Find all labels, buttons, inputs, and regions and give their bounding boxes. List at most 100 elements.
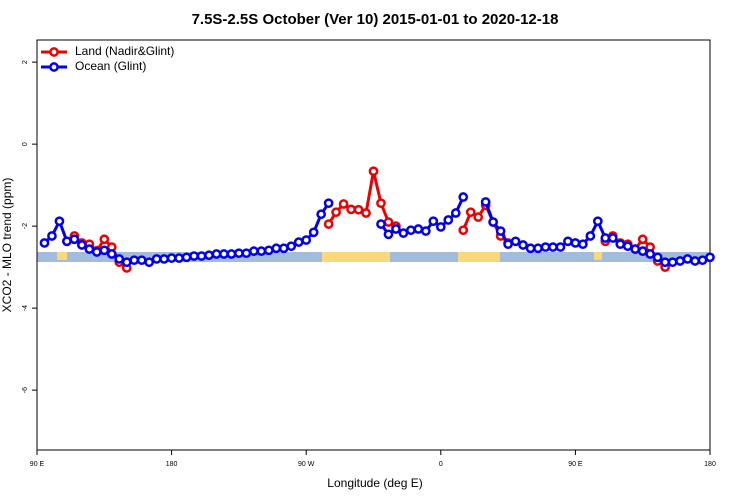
data-point bbox=[47, 231, 57, 241]
land-strip bbox=[458, 252, 500, 262]
data-point bbox=[376, 198, 386, 209]
legend-marker bbox=[49, 62, 59, 72]
legend-marker bbox=[49, 47, 59, 57]
data-point bbox=[548, 242, 558, 252]
data-point bbox=[249, 246, 259, 256]
data-point bbox=[204, 250, 214, 261]
data-point bbox=[353, 204, 364, 215]
data-point bbox=[615, 239, 626, 250]
data-point bbox=[697, 255, 708, 266]
data-point bbox=[39, 238, 50, 248]
data-point bbox=[503, 239, 513, 250]
data-point bbox=[705, 252, 715, 263]
series-line bbox=[327, 170, 397, 228]
data-point bbox=[69, 234, 80, 245]
data-point bbox=[622, 241, 633, 252]
x-tick-label: 90 W bbox=[298, 461, 315, 468]
data-point bbox=[518, 240, 528, 250]
data-point bbox=[690, 256, 700, 266]
data-point bbox=[563, 236, 573, 247]
plot-frame bbox=[36, 39, 711, 451]
data-point bbox=[331, 207, 341, 218]
data-point bbox=[323, 219, 334, 229]
data-point bbox=[667, 257, 678, 268]
data-point bbox=[368, 166, 379, 177]
data-point bbox=[637, 246, 648, 256]
data-point bbox=[376, 219, 386, 229]
data-point bbox=[241, 248, 252, 259]
data-point bbox=[338, 199, 349, 209]
land-strip bbox=[322, 252, 390, 262]
data-point bbox=[391, 224, 401, 234]
data-point bbox=[129, 255, 140, 266]
data-point bbox=[271, 243, 282, 254]
y-axis-label: XCO2 - MLO trend (ppm) bbox=[0, 178, 14, 313]
data-point bbox=[420, 226, 431, 236]
data-point bbox=[211, 249, 222, 259]
data-point bbox=[383, 229, 394, 240]
data-point bbox=[181, 252, 192, 263]
data-point bbox=[159, 254, 169, 264]
x-tick-label: 180 bbox=[166, 461, 178, 468]
data-point bbox=[174, 253, 184, 263]
data-point bbox=[398, 228, 409, 238]
data-point bbox=[308, 227, 319, 238]
data-point bbox=[428, 216, 439, 227]
data-point bbox=[660, 257, 670, 268]
data-point bbox=[189, 251, 199, 261]
data-point bbox=[525, 243, 536, 254]
data-point bbox=[121, 257, 132, 268]
data-point bbox=[450, 208, 461, 218]
y-tick-label: 2 bbox=[22, 60, 29, 64]
data-point bbox=[77, 240, 87, 250]
data-point bbox=[645, 249, 656, 259]
land-strip bbox=[57, 252, 67, 260]
data-point bbox=[480, 197, 491, 207]
data-point bbox=[406, 225, 416, 236]
data-point bbox=[555, 242, 566, 252]
surface-strip bbox=[37, 252, 710, 262]
data-point bbox=[136, 255, 147, 266]
data-point bbox=[652, 252, 663, 263]
data-point bbox=[510, 236, 521, 247]
data-point bbox=[435, 222, 446, 232]
data-point bbox=[570, 238, 581, 248]
data-point bbox=[301, 235, 312, 245]
data-point bbox=[473, 212, 484, 222]
data-point bbox=[607, 233, 618, 243]
data-point bbox=[413, 224, 424, 234]
land-strip bbox=[594, 252, 602, 260]
x-tick-label: 180 bbox=[704, 461, 716, 468]
data-point bbox=[114, 254, 125, 264]
data-point bbox=[533, 243, 543, 254]
x-axis-label: Longitude (deg E) bbox=[327, 476, 422, 490]
data-point bbox=[361, 208, 371, 218]
data-point bbox=[637, 234, 648, 245]
data-point bbox=[682, 254, 693, 264]
legend-label: Ocean (Glint) bbox=[75, 59, 146, 73]
data-point bbox=[465, 207, 476, 218]
data-point bbox=[540, 242, 551, 252]
data-point bbox=[99, 245, 110, 256]
data-point bbox=[263, 245, 274, 256]
data-point bbox=[166, 253, 177, 263]
data-point bbox=[592, 216, 603, 227]
data-point bbox=[458, 192, 469, 202]
data-point bbox=[383, 217, 394, 227]
data-point bbox=[151, 254, 162, 264]
x-tick-label: 90 E bbox=[30, 461, 45, 468]
data-point bbox=[286, 241, 297, 252]
chart-title: 7.5S-2.5S October (Ver 10) 2015-01-01 to… bbox=[192, 11, 559, 28]
data-point bbox=[234, 248, 244, 259]
data-point bbox=[84, 244, 95, 254]
data-point bbox=[488, 217, 498, 227]
y-tick-label: 0 bbox=[22, 142, 29, 146]
data-point bbox=[226, 249, 237, 259]
data-point bbox=[443, 215, 454, 225]
y-tick-label: -2 bbox=[22, 223, 29, 229]
data-point bbox=[278, 243, 289, 254]
data-point bbox=[91, 247, 102, 257]
series bbox=[39, 192, 715, 268]
data-point bbox=[106, 249, 117, 259]
